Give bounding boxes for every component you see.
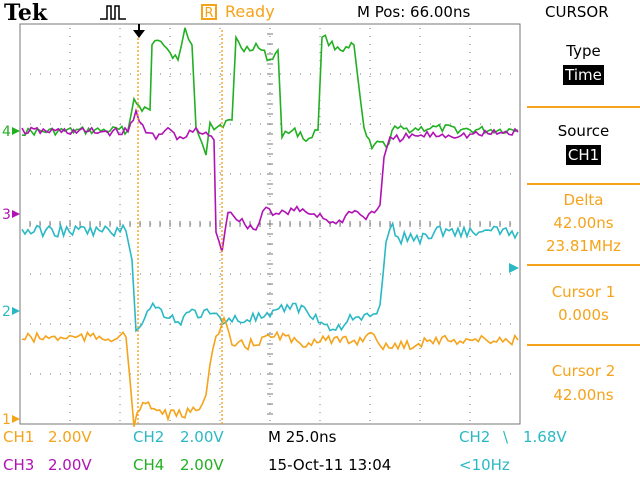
type-value: Time [563, 65, 604, 85]
type-option[interactable]: Time [527, 65, 640, 85]
source-option[interactable]: CH1 [527, 145, 640, 165]
trigger-level-arrow-icon [509, 263, 519, 273]
source-value: CH1 [565, 145, 602, 165]
ch4-scale: 2.00V [180, 456, 224, 474]
ch1-marker-arrow [12, 415, 20, 423]
ch2-waveform [21, 221, 519, 333]
trigger-pulse-icon [100, 2, 130, 26]
menu-divider [527, 183, 640, 185]
type-label: Type [566, 42, 601, 60]
menu-divider [527, 344, 640, 346]
trigger-position-arrow-icon [133, 24, 145, 38]
horizontal-position-readout: M Pos: 66.00ns [357, 3, 471, 21]
menu-divider [527, 106, 640, 108]
trigger-source: CH2 [459, 428, 491, 446]
menu-title: CURSOR [545, 3, 609, 21]
slope-falling-icon: \ [503, 428, 509, 446]
cursor-2-label[interactable]: Cursor 2 [551, 362, 616, 380]
trigger-level: 1.68V [523, 428, 567, 446]
ch1-label: CH1 [3, 428, 35, 446]
ch1-scale: 2.00V [48, 428, 92, 446]
timebase-readout: M 25.0ns [268, 428, 337, 446]
cursor-2-value: 42.00ns [553, 386, 614, 404]
trigger-frequency: <10Hz [459, 456, 510, 474]
source-label: Source [557, 122, 610, 140]
ch2-scale: 2.00V [180, 428, 224, 446]
run-state-label: Ready [225, 2, 275, 21]
ch4-marker-arrow [12, 127, 20, 135]
date-time: 15-Oct-11 13:04 [268, 456, 392, 474]
cursor-1-value: 0.000s [558, 306, 609, 324]
delta-frequency: 23.81MHz [545, 237, 622, 255]
ch2-marker: 2 [2, 304, 11, 320]
ch4-label: CH4 [133, 456, 165, 474]
ch3-marker-arrow [12, 210, 20, 218]
ch2-label: CH2 [133, 428, 165, 446]
ch1-waveform [21, 315, 519, 427]
menu-divider [527, 264, 640, 266]
brand-logo: Tek [4, 0, 48, 26]
delta-time: 42.00ns [553, 214, 614, 232]
ch1-marker: 1 [2, 412, 11, 428]
graticule [19, 23, 521, 425]
run-state-icon: R [201, 4, 217, 21]
delta-label: Delta [563, 191, 604, 209]
ch2-marker-arrow [12, 307, 20, 315]
ch3-marker: 3 [2, 207, 11, 223]
cursor-1-label[interactable]: Cursor 1 [551, 283, 616, 301]
ch4-marker: 4 [2, 124, 11, 140]
ch3-waveform [21, 107, 519, 253]
ch3-scale: 2.00V [48, 456, 92, 474]
ch3-label: CH3 [3, 456, 35, 474]
